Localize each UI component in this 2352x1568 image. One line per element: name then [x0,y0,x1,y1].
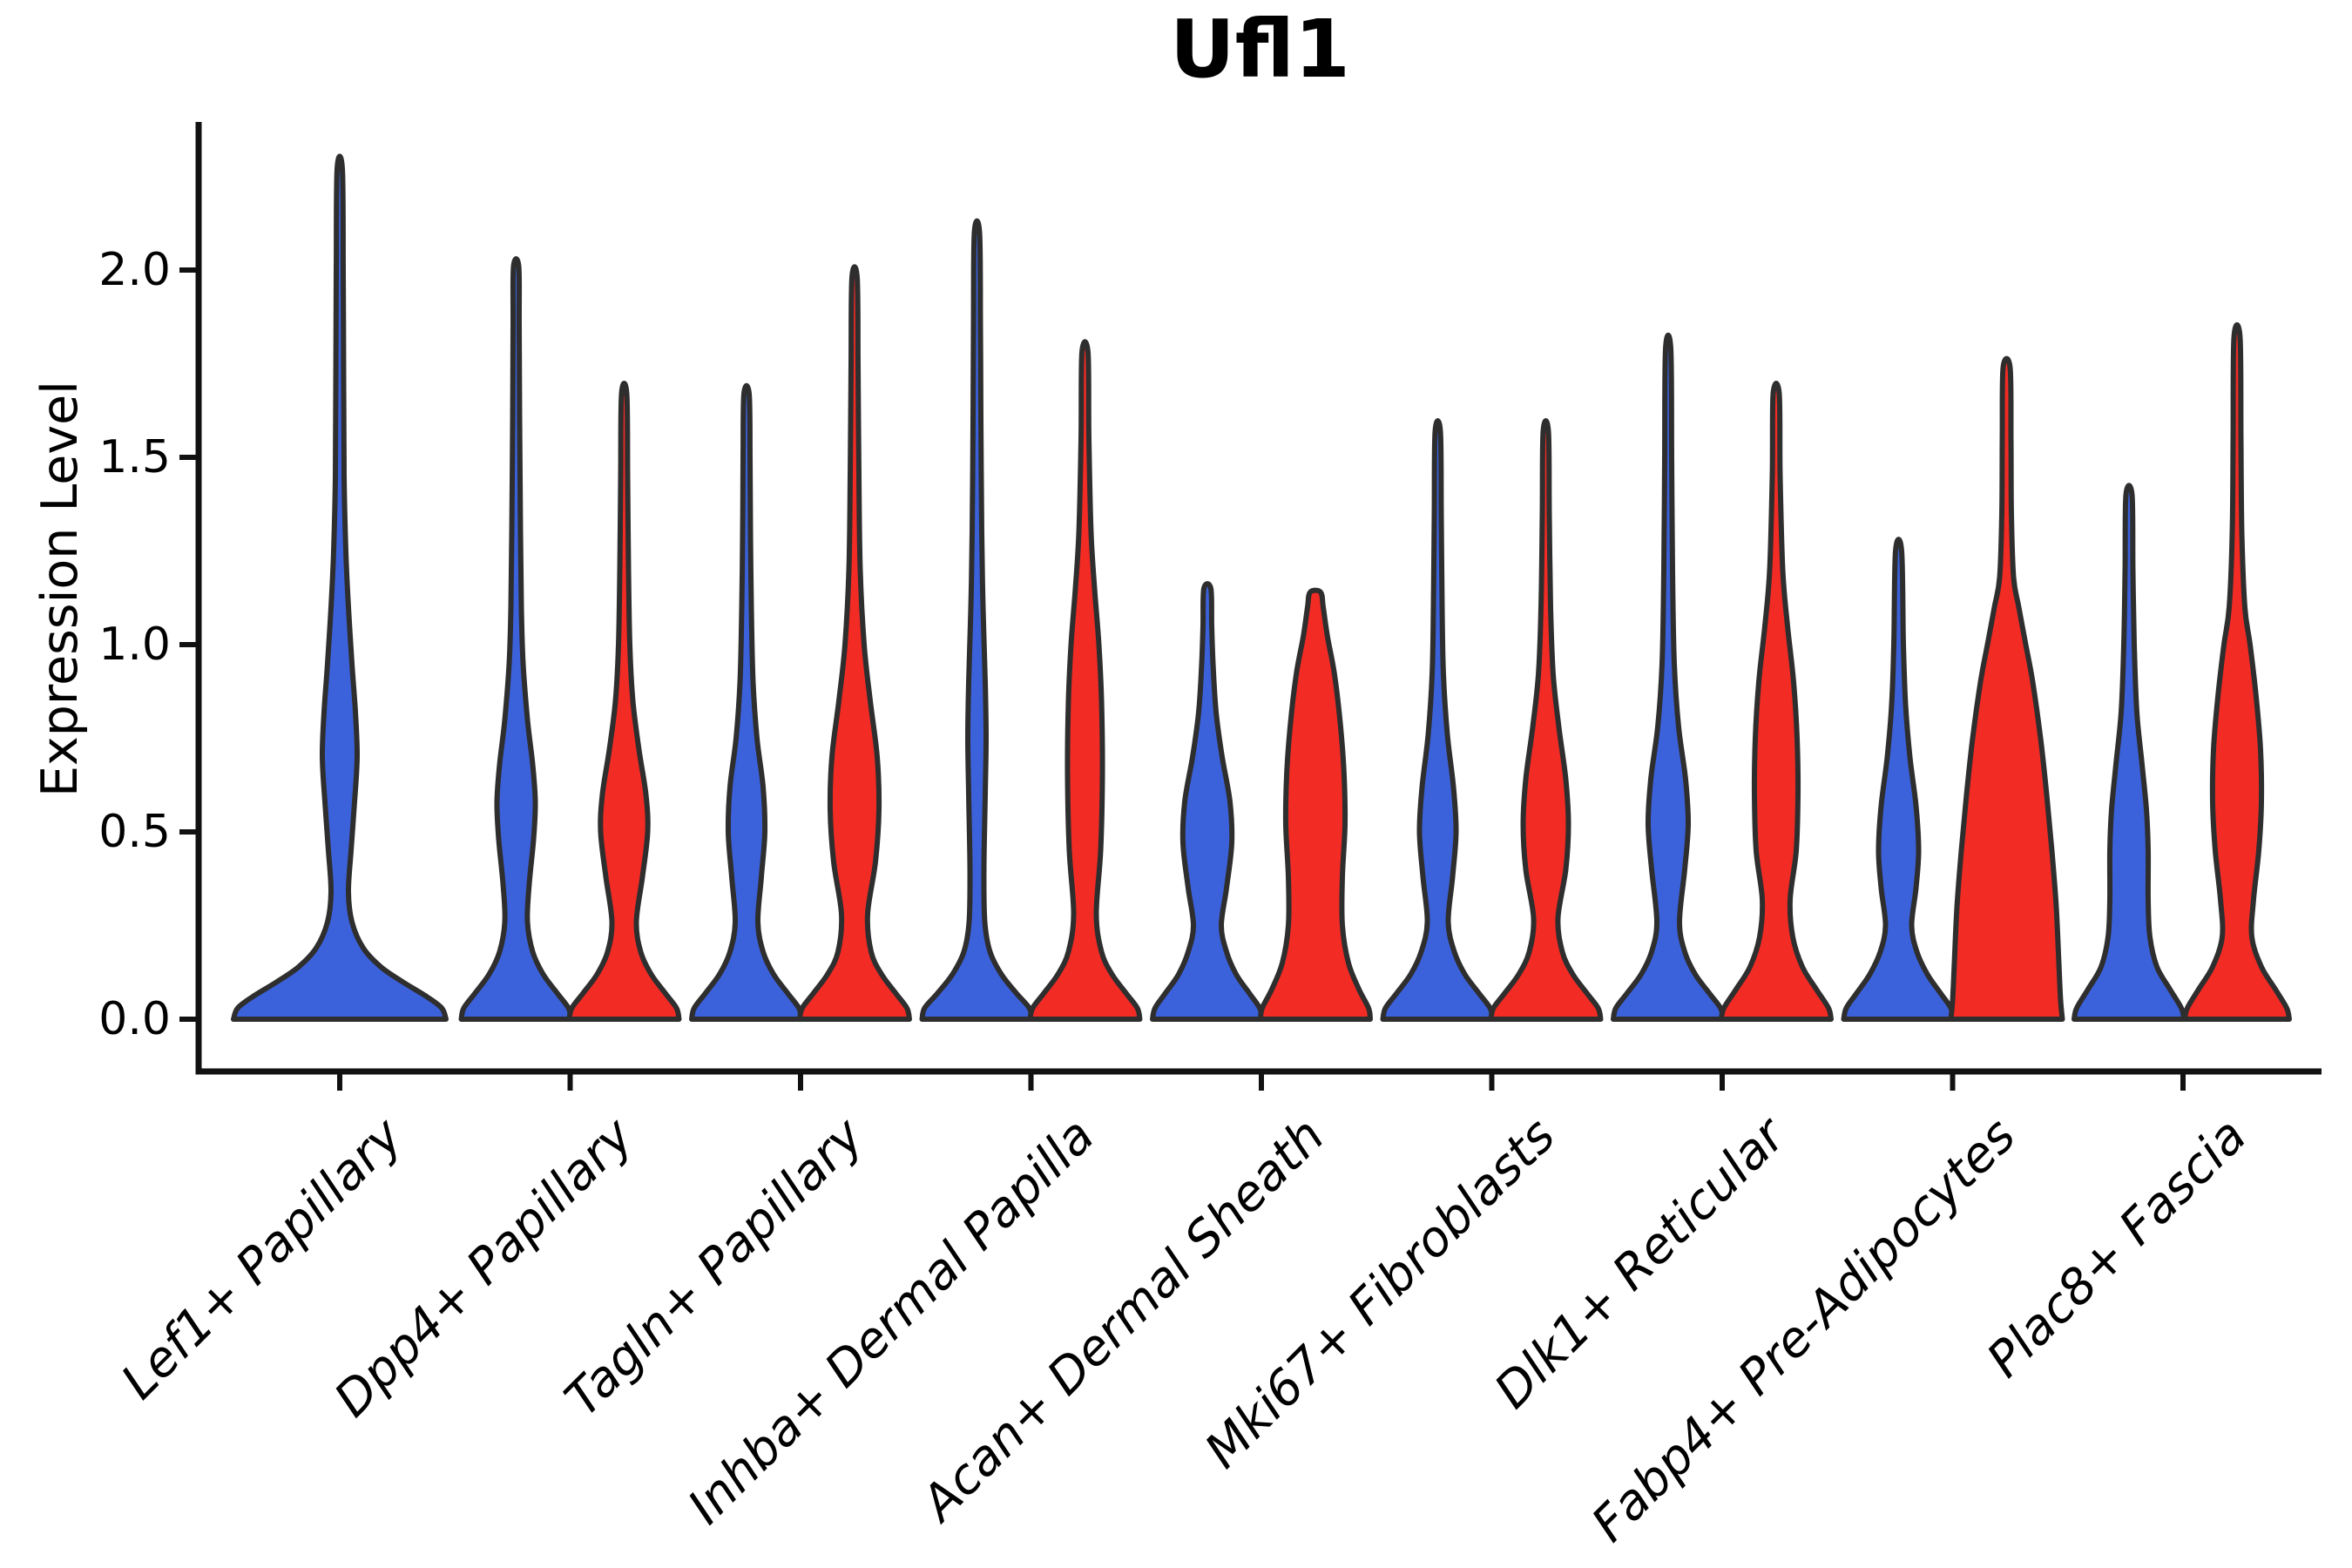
violin-2-red [797,264,912,1022]
violin-5-blue [1380,418,1496,1022]
y-tick-label: 2.0 [98,244,171,296]
violin-3-red [1027,339,1143,1022]
violin-8-red [2182,321,2292,1022]
violin-7-blue [1841,537,1957,1022]
y-axis-label-wrap: Expression Level [31,381,92,816]
violin-5-red [1488,418,1604,1022]
violin-7-red [1948,355,2065,1022]
violin-6-red [1719,381,1834,1022]
violin-2-blue [689,382,804,1022]
y-tick-label: 0.0 [98,993,171,1045]
violin-8-blue [2072,483,2186,1022]
violin-0-blue [231,153,449,1022]
violin-4-blue [1150,581,1265,1022]
y-axis-label: Expression Level [31,381,89,797]
chart-title: Ufl1 [1170,3,1350,96]
violin-6-blue [1611,332,1726,1022]
y-tick-label: 1.0 [98,618,171,671]
violin-1-blue [458,256,574,1022]
y-tick-label: 1.5 [98,431,171,483]
violin-1-red [566,381,682,1022]
violin-3-blue [919,218,1035,1022]
violin-4-red [1258,587,1373,1022]
y-tick-label: 0.5 [98,806,171,858]
